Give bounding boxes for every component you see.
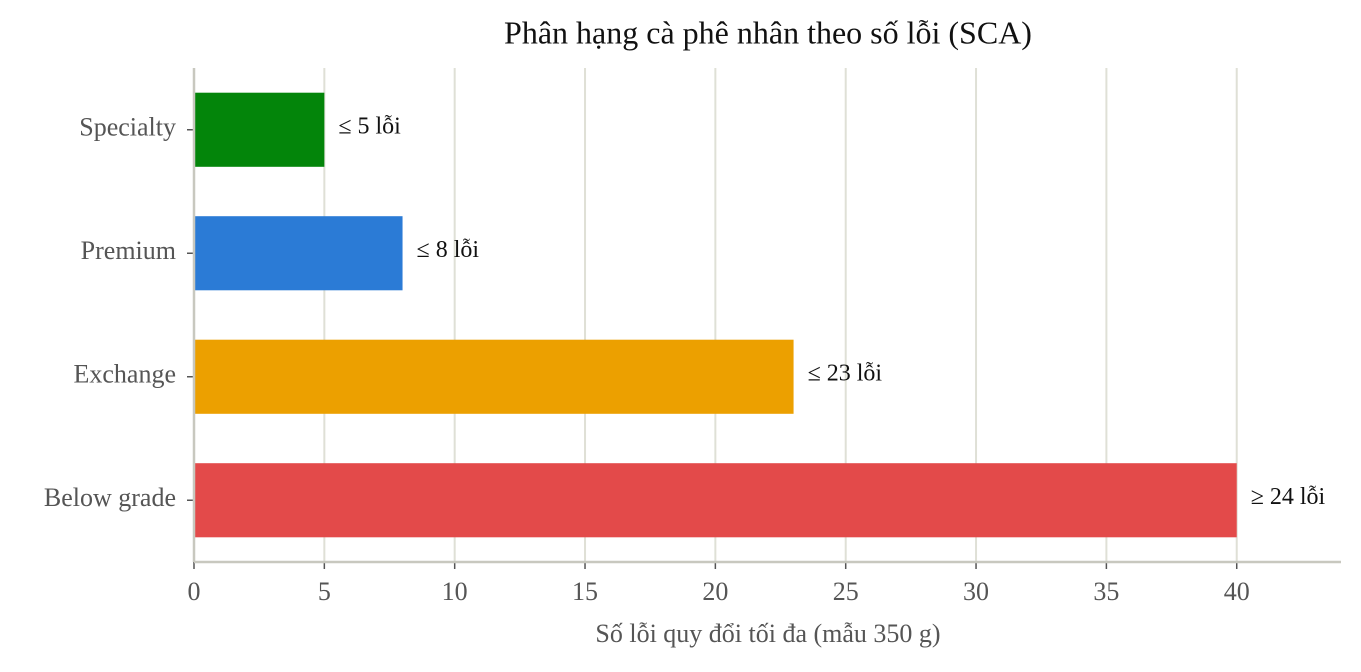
x-tick-label: 20 [702, 577, 728, 606]
y-tick-label: Exchange [73, 360, 176, 389]
y-tick-label: Specialty [79, 113, 176, 142]
x-tick-label: 25 [833, 577, 859, 606]
bar [194, 339, 794, 414]
bar-annotation: ≤ 8 lỗi [417, 237, 480, 263]
bar [194, 216, 403, 291]
x-tick-label: 15 [572, 577, 598, 606]
bar-annotation: ≤ 5 lỗi [338, 113, 401, 139]
x-tick-label: 5 [318, 577, 331, 606]
bar-annotation: ≤ 23 lỗi [808, 360, 883, 386]
y-tick-label: Below grade [44, 483, 176, 512]
bar [194, 463, 1237, 538]
x-tick-label: 35 [1093, 577, 1119, 606]
y-tick-label: Premium [81, 236, 176, 265]
bar-annotation: ≥ 24 lỗi [1251, 484, 1326, 510]
bar [194, 92, 325, 167]
x-tick-label: 40 [1224, 577, 1250, 606]
x-tick-label: 0 [188, 577, 201, 606]
x-tick-label: 30 [963, 577, 989, 606]
x-axis-label: Số lỗi quy đổi tối đa (mẫu 350 g) [595, 619, 940, 648]
x-tick-label: 10 [442, 577, 468, 606]
chart-title: Phân hạng cà phê nhân theo số lỗi (SCA) [504, 14, 1032, 50]
